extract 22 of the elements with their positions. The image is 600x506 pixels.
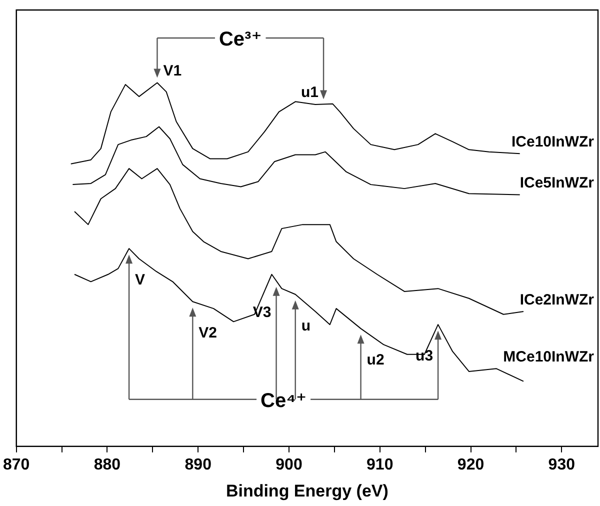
annotation: u1 (301, 84, 319, 102)
annotation: V1 (163, 62, 182, 80)
annotation: V2 (198, 324, 218, 342)
x-tick-label: 930 (548, 456, 576, 474)
annotation: V3 (252, 304, 272, 321)
x-tick-label: 900 (276, 456, 302, 474)
series-label: MCe10InWZr (503, 348, 594, 366)
x-axis-title: Binding Energy (eV) (226, 481, 388, 500)
x-tick-label: 910 (366, 456, 394, 474)
annotation: V (135, 272, 146, 289)
series-label: ICe10InWZr (511, 134, 594, 151)
x-tick-label: 920 (457, 456, 484, 474)
x-tick-label: 870 (2, 456, 30, 474)
annotation: Ce⁴⁺ (260, 390, 307, 412)
series-label: ICe2InWZr (520, 291, 594, 308)
x-tick-label: 880 (94, 456, 121, 474)
series-label: ICe5InWZr (520, 174, 594, 192)
annotation: u (301, 317, 311, 334)
text: Ce³⁺ (218, 28, 262, 51)
annotation: u2 (366, 352, 384, 369)
x-tick-label: 890 (184, 456, 212, 474)
annotation: u3 (416, 348, 434, 365)
